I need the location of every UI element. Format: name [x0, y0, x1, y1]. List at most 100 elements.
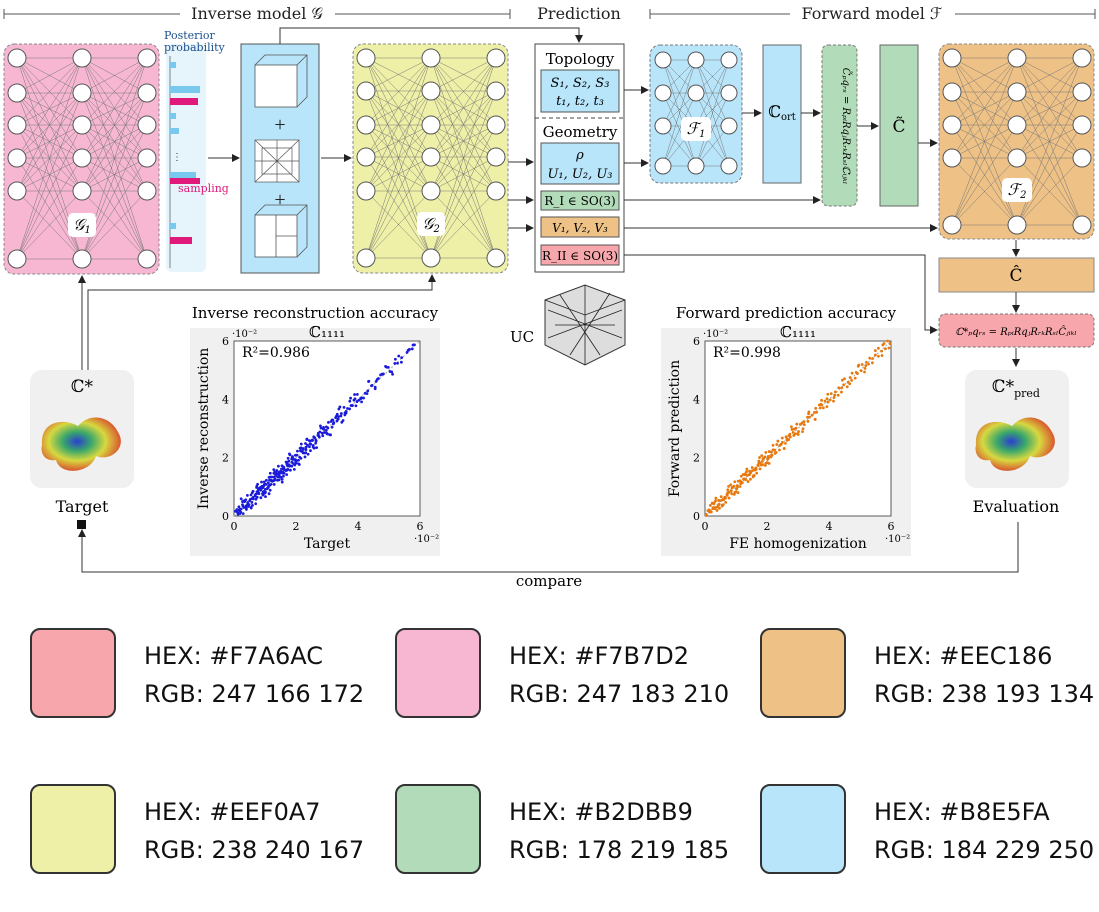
- scatter-point: [244, 498, 248, 502]
- x-tick-label: 0: [702, 520, 709, 533]
- scatter-point: [260, 480, 263, 484]
- scatter-point: [785, 438, 789, 442]
- scatter-point: [743, 472, 747, 476]
- scatter-point: [710, 501, 714, 505]
- sampling-label: sampling: [178, 182, 229, 195]
- f1-node: [720, 157, 738, 175]
- scatter-point: [306, 452, 310, 456]
- rotation2-box: R_II ∈ SO(3): [542, 249, 618, 263]
- scatter-point: [758, 456, 761, 459]
- scatter-point: [726, 491, 730, 494]
- x-tick-label: 0: [231, 520, 238, 533]
- swatch-rgb-label: RGB: 184 229 250: [874, 836, 1095, 864]
- g1-label: 𝒢1: [73, 215, 91, 236]
- scatter-point: [749, 477, 752, 481]
- c-hat-block: Ĉ: [938, 257, 1095, 293]
- scatter-point: [802, 420, 806, 423]
- scatter-point: [751, 469, 754, 473]
- g2-node: [356, 147, 376, 167]
- f1-node: [654, 157, 672, 175]
- posterior-title-line1: Posterior: [164, 29, 216, 42]
- scatter-point: [708, 504, 712, 507]
- scatter-point: [360, 400, 363, 404]
- scatter-point: [738, 479, 742, 483]
- scatter-point: [374, 380, 378, 383]
- swatch-hex-label: HEX: #EEC186: [874, 642, 1053, 670]
- scatter-point: [359, 397, 363, 401]
- scatter-point: [320, 431, 324, 435]
- scatter-point: [276, 475, 280, 479]
- scatter-point: [757, 461, 761, 465]
- f1-node: [687, 51, 705, 69]
- scatter-point: [775, 443, 779, 446]
- scatter-point: [836, 393, 840, 397]
- g2-node: [421, 147, 441, 167]
- scatter-point: [871, 357, 875, 360]
- scatter-point: [780, 436, 784, 440]
- scatter-point: [266, 486, 269, 490]
- x-tick-label: 6: [888, 520, 895, 533]
- compare-label: compare: [516, 572, 582, 590]
- g1-node: [7, 181, 27, 201]
- scatter-point: [745, 470, 748, 474]
- scatter-point: [331, 422, 335, 426]
- scatter-point: [801, 427, 805, 431]
- scatter-point: [820, 398, 823, 402]
- scatter-point: [853, 376, 857, 380]
- scatter-point: [724, 500, 728, 504]
- scatter-point: [740, 481, 744, 485]
- g1-node: [72, 83, 92, 103]
- g2-node: [486, 181, 506, 201]
- scatter-point: [293, 453, 297, 457]
- g1-node: [72, 181, 92, 201]
- scatter-point: [280, 467, 283, 471]
- scatter-point: [315, 446, 319, 450]
- scatter-point: [880, 354, 884, 357]
- scatter-point: [774, 451, 778, 454]
- color-swatch: [760, 628, 846, 718]
- scatter-point: [709, 510, 713, 514]
- scatter-point: [308, 445, 311, 449]
- scatter-point: [848, 376, 852, 379]
- scatter-point: [717, 498, 720, 502]
- x-scale-label: ·10⁻²: [885, 534, 910, 545]
- scatter-point: [717, 502, 721, 506]
- scatter-point: [297, 462, 301, 466]
- scatter-point: [274, 473, 278, 477]
- g1-node: [7, 148, 27, 168]
- f2-node: [1007, 215, 1027, 235]
- y-tick-label: 4: [693, 393, 700, 406]
- svg-text:+: +: [274, 114, 285, 136]
- scatter-point: [833, 393, 837, 397]
- geometry-line1: ρ: [575, 148, 584, 163]
- scatter-point: [833, 390, 837, 394]
- inverse-chart-heading: Inverse reconstruction accuracy: [192, 304, 439, 322]
- scatter-point: [264, 495, 267, 499]
- scatter-point: [801, 430, 804, 434]
- scatter-point: [814, 406, 818, 410]
- f2-node: [1007, 48, 1027, 68]
- scatter-point: [330, 425, 334, 429]
- scatter-point: [251, 489, 255, 493]
- scatter-point: [314, 439, 318, 443]
- g2-node: [421, 115, 441, 135]
- scatter-point: [304, 448, 308, 452]
- g2-node: [421, 81, 441, 101]
- scatter-point: [784, 441, 787, 445]
- inverse-model-header: Inverse model 𝒢: [191, 4, 323, 23]
- scatter-point: [307, 439, 311, 443]
- forward-chart-heading: Forward prediction accuracy: [676, 304, 897, 322]
- scatter-point: [309, 449, 312, 453]
- scatter-point: [810, 413, 814, 417]
- scatter-point: [257, 492, 261, 496]
- scatter-point: [400, 360, 403, 364]
- scatter-point: [241, 512, 245, 516]
- scatter-point: [280, 480, 284, 484]
- g2-node: [486, 81, 506, 101]
- scatter-point: [750, 466, 754, 469]
- c-tilde-block: C̃: [879, 44, 919, 207]
- f1-node: [720, 51, 738, 69]
- scatter-point: [366, 389, 370, 393]
- scatter-point: [238, 507, 242, 511]
- lattice-cube-3: [254, 204, 308, 258]
